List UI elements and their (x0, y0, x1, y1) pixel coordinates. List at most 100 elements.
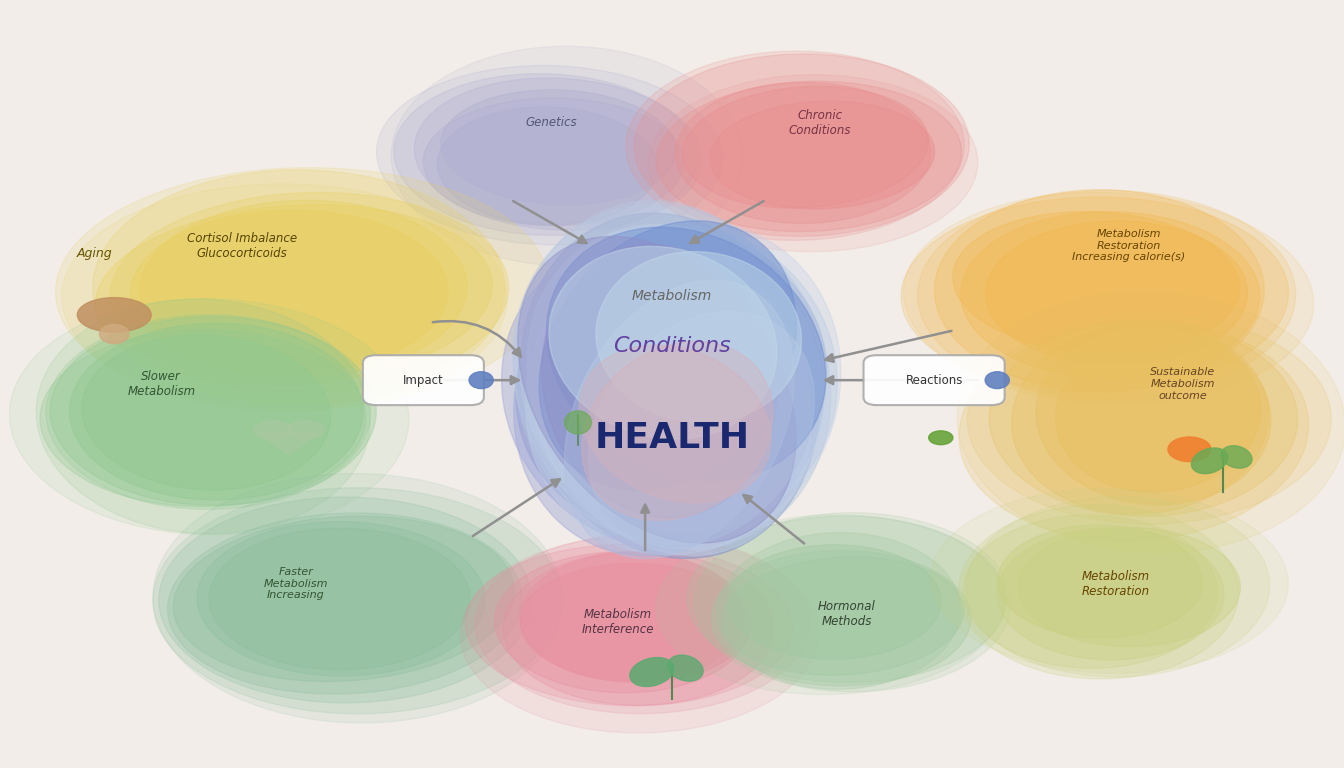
Ellipse shape (997, 525, 1203, 638)
Ellipse shape (153, 488, 563, 713)
Ellipse shape (50, 316, 376, 505)
Ellipse shape (656, 515, 1004, 694)
Ellipse shape (589, 312, 814, 547)
Ellipse shape (1220, 445, 1253, 468)
Ellipse shape (989, 321, 1297, 516)
Text: HEALTH: HEALTH (594, 421, 750, 455)
Ellipse shape (140, 200, 466, 377)
Ellipse shape (964, 515, 1218, 668)
Ellipse shape (595, 252, 801, 422)
Ellipse shape (931, 488, 1289, 674)
Ellipse shape (723, 557, 964, 675)
Ellipse shape (173, 516, 515, 681)
Ellipse shape (394, 74, 696, 236)
Ellipse shape (547, 227, 825, 481)
Ellipse shape (695, 513, 1012, 692)
Ellipse shape (40, 329, 366, 507)
Text: Metabolism
Interference: Metabolism Interference (582, 608, 655, 636)
Ellipse shape (727, 545, 941, 659)
Ellipse shape (542, 244, 777, 518)
Text: Slower
Metabolism: Slower Metabolism (128, 370, 195, 398)
Ellipse shape (687, 516, 1007, 683)
Ellipse shape (526, 232, 823, 532)
Ellipse shape (564, 411, 591, 434)
Ellipse shape (929, 431, 953, 445)
Ellipse shape (968, 314, 1332, 524)
Ellipse shape (210, 528, 470, 670)
Ellipse shape (1036, 328, 1271, 505)
Ellipse shape (683, 86, 929, 208)
Ellipse shape (710, 101, 934, 209)
Ellipse shape (82, 335, 331, 490)
Ellipse shape (1012, 324, 1269, 514)
Ellipse shape (579, 345, 771, 503)
Ellipse shape (676, 82, 931, 223)
Ellipse shape (465, 545, 793, 706)
Ellipse shape (626, 51, 964, 240)
Ellipse shape (960, 321, 1309, 541)
Ellipse shape (476, 535, 809, 713)
Ellipse shape (495, 552, 751, 693)
Ellipse shape (966, 497, 1270, 677)
Ellipse shape (516, 240, 827, 531)
Text: Cortisol Imbalance
Glucocorticoids: Cortisol Imbalance Glucocorticoids (187, 232, 297, 260)
Text: Faster
Metabolism
Increasing: Faster Metabolism Increasing (263, 567, 328, 601)
Ellipse shape (528, 224, 824, 534)
Ellipse shape (46, 315, 371, 509)
Ellipse shape (957, 291, 1344, 553)
Ellipse shape (286, 421, 324, 439)
Ellipse shape (62, 184, 507, 411)
Ellipse shape (900, 197, 1289, 392)
Ellipse shape (36, 299, 370, 534)
Ellipse shape (414, 78, 702, 230)
Ellipse shape (985, 221, 1247, 365)
Ellipse shape (423, 98, 684, 226)
Ellipse shape (469, 372, 493, 389)
Ellipse shape (918, 190, 1296, 399)
Ellipse shape (630, 657, 673, 687)
Ellipse shape (934, 190, 1265, 391)
Text: Conditions: Conditions (613, 336, 731, 356)
Ellipse shape (95, 205, 492, 386)
Ellipse shape (953, 212, 1239, 353)
FancyBboxPatch shape (363, 356, 484, 406)
Ellipse shape (513, 204, 831, 549)
Ellipse shape (521, 214, 818, 558)
Ellipse shape (648, 74, 977, 252)
Ellipse shape (1017, 528, 1241, 647)
Ellipse shape (110, 193, 508, 392)
Ellipse shape (391, 46, 743, 266)
Ellipse shape (582, 342, 773, 521)
FancyBboxPatch shape (863, 356, 1004, 406)
Ellipse shape (437, 107, 657, 225)
Ellipse shape (9, 299, 409, 535)
Text: Metabolism
Restoration: Metabolism Restoration (1082, 570, 1149, 598)
Ellipse shape (513, 200, 805, 543)
Ellipse shape (93, 170, 505, 406)
Text: Hormonal
Methods: Hormonal Methods (818, 601, 875, 628)
Ellipse shape (376, 65, 723, 245)
Ellipse shape (548, 247, 777, 439)
Ellipse shape (517, 231, 824, 541)
Text: Aging: Aging (77, 247, 112, 260)
Ellipse shape (198, 521, 485, 676)
Ellipse shape (520, 223, 837, 531)
Ellipse shape (159, 497, 532, 703)
Text: Impact: Impact (403, 374, 444, 386)
Ellipse shape (903, 192, 1314, 404)
Ellipse shape (1168, 437, 1211, 462)
Ellipse shape (153, 474, 563, 723)
Ellipse shape (985, 372, 1009, 389)
Text: Chronic
Conditions: Chronic Conditions (789, 109, 851, 137)
Ellipse shape (961, 212, 1259, 379)
Ellipse shape (997, 528, 1224, 660)
Ellipse shape (668, 655, 703, 681)
Ellipse shape (77, 298, 151, 332)
Text: Genetics: Genetics (526, 117, 577, 129)
Ellipse shape (656, 81, 961, 232)
Ellipse shape (441, 90, 676, 205)
Ellipse shape (520, 552, 745, 681)
Ellipse shape (461, 535, 818, 733)
Text: Metabolism
Restoration
Increasing calorie(s): Metabolism Restoration Increasing calori… (1073, 229, 1185, 263)
Ellipse shape (564, 280, 794, 558)
